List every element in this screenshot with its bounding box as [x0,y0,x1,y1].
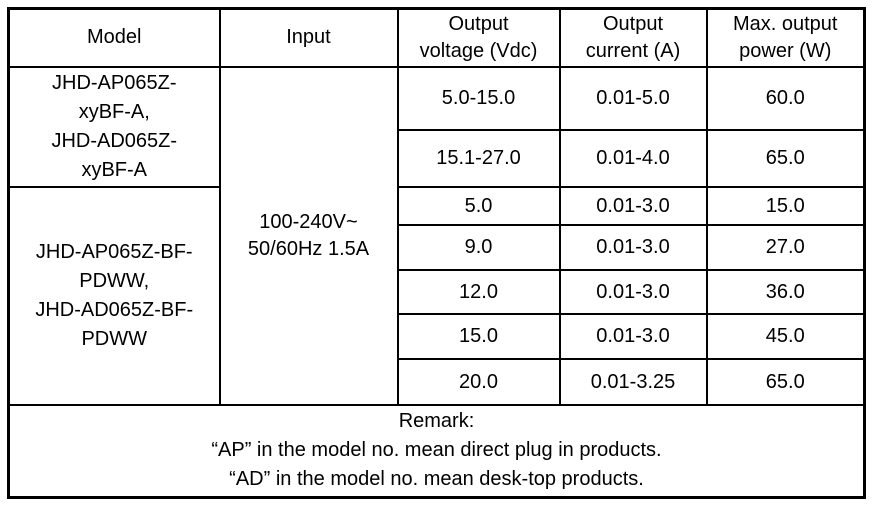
max-power-cell: 15.0 [705,185,866,226]
max-power-cell: 36.0 [705,268,866,315]
output-current-cell: 0.01-3.0 [558,223,708,271]
output-current-cell: 0.01-3.25 [558,357,708,406]
output-voltage-cell: 9.0 [396,223,561,271]
max-power-cell: 45.0 [705,312,866,360]
output-voltage-cell: 20.0 [396,357,561,406]
col-header-model: Model [7,7,221,68]
output-current-cell: 0.01-3.0 [558,312,708,360]
remark-cell: Remark: “AP” in the model no. mean direc… [7,403,866,499]
col-header-input: Input [218,7,399,68]
output-voltage-cell: 15.1-27.0 [396,128,561,188]
table-row: 20.0 0.01-3.25 65.0 [9,357,866,406]
output-current-cell: 0.01-5.0 [558,65,708,131]
table-row: 15.1-27.0 0.01-4.0 65.0 [9,128,866,188]
header-row: Model Input Output voltage (Vdc) Output … [7,7,866,68]
max-power-cell: 60.0 [705,65,866,131]
output-current-cell: 0.01-4.0 [558,128,708,188]
remark-row: Remark: “AP” in the model no. mean direc… [7,403,866,499]
table-row: 9.0 0.01-3.0 27.0 [9,223,866,271]
col-header-output-current: Output current (A) [558,7,708,68]
output-current-cell: 0.01-3.0 [558,268,708,315]
max-power-cell: 27.0 [705,223,866,271]
table-row: 12.0 0.01-3.0 36.0 [9,268,866,315]
col-header-max-output-power: Max. output power (W) [705,7,866,68]
table-row: 15.0 0.01-3.0 45.0 [9,312,866,360]
model-cell-group-1: JHD-AP065Z- xyBF-A, JHD-AD065Z- xyBF-A [7,65,221,188]
table-row: JHD-AP065Z-BF- PDWW, JHD-AD065Z-BF- PDWW… [7,185,866,406]
output-voltage-cell: 12.0 [396,268,561,315]
spec-table: Model Input Output voltage (Vdc) Output … [7,7,866,499]
output-current-cell: 0.01-3.0 [558,185,708,226]
max-power-cell: 65.0 [705,128,866,188]
table-row: JHD-AP065Z- xyBF-A, JHD-AD065Z- xyBF-A 1… [7,65,866,406]
output-voltage-cell: 5.0 [396,185,561,226]
model-cell-group-2: JHD-AP065Z-BF- PDWW, JHD-AD065Z-BF- PDWW [7,185,221,406]
max-power-cell: 65.0 [705,357,866,406]
output-voltage-cell: 5.0-15.0 [396,65,561,131]
output-voltage-cell: 15.0 [396,312,561,360]
col-header-output-voltage: Output voltage (Vdc) [396,7,561,68]
input-cell: 100-240V~ 50/60Hz 1.5A [218,65,399,406]
